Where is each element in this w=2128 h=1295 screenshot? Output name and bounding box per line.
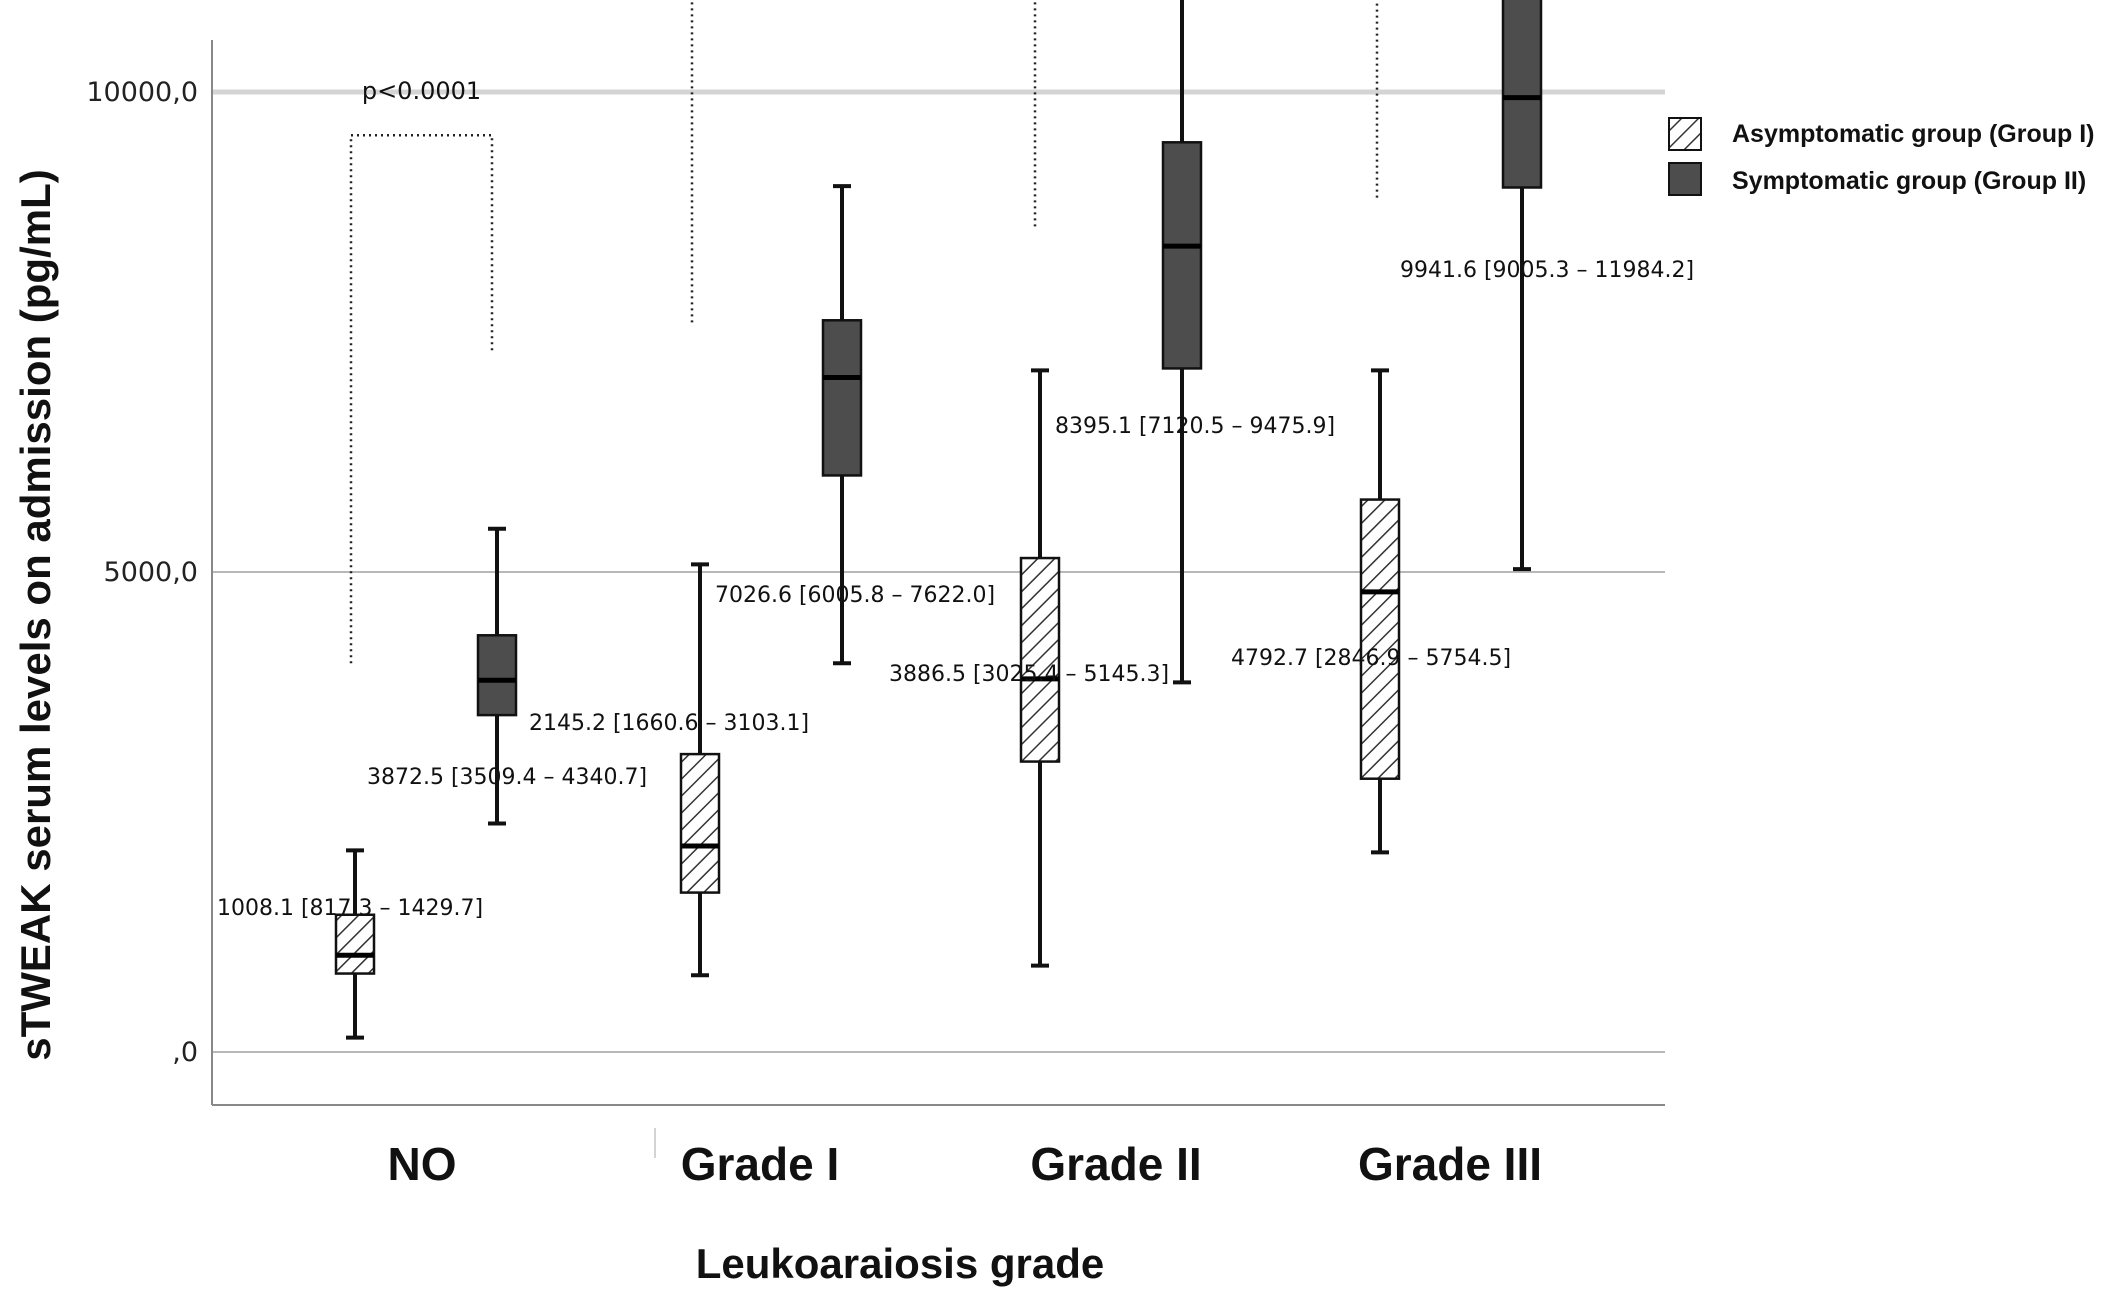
axes (211, 40, 1665, 1158)
median-iqr-annotation: 4792.7 [2846.9 – 5754.5] (1231, 646, 1511, 671)
box-body (476, 634, 518, 717)
significance-bracket: p<0.0001 (1033, 0, 1037, 227)
category-label: Grade I (681, 1138, 840, 1190)
median-iqr-annotation: 7026.6 [6005.8 – 7622.0] (715, 583, 995, 608)
significance-brackets: p<0.0001 p<0.0001 p<0.0001 p<0.0001 (349, 0, 1379, 664)
significance-bracket: p<0.0001 (690, 0, 694, 323)
box-asymptomatic (1359, 368, 1401, 855)
significance-bracket: p<0.0001 (349, 77, 494, 664)
box-asymptomatic (1019, 368, 1061, 968)
box-symptomatic (821, 184, 863, 666)
median-iqr-annotation: 8395.1 [7120.5 – 9475.9] (1055, 414, 1335, 439)
box-body (1501, 0, 1543, 189)
gridlines (212, 89, 1665, 1053)
box-body (334, 913, 376, 975)
y-tick-label: 10000,0 (86, 77, 198, 108)
y-tick-label: ,0 (172, 1037, 198, 1068)
median-iqr-annotation: 3872.5 [3509.4 – 4340.7] (367, 765, 647, 790)
median-iqr-annotation: 3886.5 [3025.4 – 5145.3] (889, 662, 1169, 687)
box-body (679, 752, 721, 894)
y-tick-label: 5000,0 (104, 557, 198, 588)
box-body (1161, 141, 1203, 370)
median-iqr-annotation: 9941.6 [9005.3 – 11984.2] (1400, 258, 1694, 283)
legend-swatch-symptomatic (1668, 162, 1702, 196)
category-labels: NO Grade I Grade II Grade III (388, 1138, 1543, 1190)
box-asymptomatic (679, 562, 721, 978)
p-value-label: p<0.0001 (362, 77, 481, 105)
category-label: Grade III (1358, 1138, 1542, 1190)
bracket-line (690, 0, 694, 323)
category-label: Grade II (1030, 1138, 1201, 1190)
boxes (334, 0, 1543, 1040)
significance-bracket: p<0.0001 (1375, 0, 1379, 198)
y-axis-title: sTWEAK serum levels on admission (pg/mL) (12, 169, 59, 1061)
median-iqr-annotation: 2145.2 [1660.6 – 3103.1] (529, 711, 809, 736)
box-body (821, 319, 863, 477)
category-label: NO (388, 1138, 457, 1190)
box-symptomatic (1501, 0, 1543, 572)
box-symptomatic (1161, 0, 1203, 685)
x-axis-title: Leukoaraiosis grade (696, 1240, 1105, 1287)
bracket-line (1033, 0, 1037, 227)
box-asymptomatic (334, 848, 376, 1040)
legend-label-asymptomatic: Asymptomatic group (Group I) (1732, 120, 2095, 148)
median-iqr-annotation: 1008.1 [817.3 – 1429.7] (217, 896, 483, 921)
legend-label-symptomatic: Symptomatic group (Group II) (1732, 167, 2086, 195)
annotations: 1008.1 [817.3 – 1429.7] 3872.5 [3509.4 – … (217, 258, 1694, 921)
box-symptomatic (476, 526, 518, 826)
legend: Asymptomatic group (Group I) Symptomatic… (1668, 117, 2095, 196)
legend-swatch-asymptomatic (1668, 117, 1702, 151)
box-body (1019, 556, 1061, 763)
box-body (1359, 498, 1401, 780)
bracket-line (1375, 0, 1379, 198)
bracket-line (349, 133, 494, 664)
